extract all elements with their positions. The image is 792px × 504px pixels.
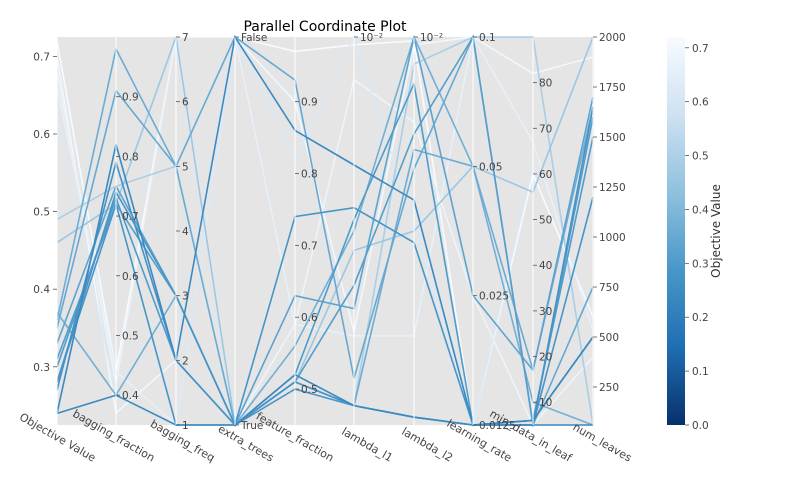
axis-tick-label: 0.025 bbox=[479, 291, 509, 303]
axis-tick-label: True bbox=[240, 420, 263, 432]
axis-tick-label: 1 bbox=[182, 420, 189, 432]
colorbar-label: Objective Value bbox=[709, 184, 723, 278]
axis-tick-label: 500 bbox=[599, 332, 619, 344]
axis-tick-label: 70 bbox=[539, 123, 552, 135]
axis-tick-label: 0.8 bbox=[301, 169, 318, 181]
axis-tick-label: 0.7 bbox=[33, 51, 50, 63]
colorbar-tick-label: 0.0 bbox=[692, 420, 709, 432]
colorbar-tick-label: 0.2 bbox=[692, 312, 709, 324]
axis-tick-label: 50 bbox=[539, 215, 552, 227]
axis-tick-label: 0.3 bbox=[33, 362, 50, 374]
axis-tick-label: 0.7 bbox=[122, 211, 139, 223]
axis-tick-label: 0.4 bbox=[33, 284, 50, 296]
axis-tick-label: 1250 bbox=[599, 182, 626, 194]
trial-line bbox=[56, 373, 593, 426]
axis-tick-label: 1750 bbox=[599, 82, 626, 94]
axis-tick-label: 0.6 bbox=[33, 129, 50, 141]
axis-tick-label: 40 bbox=[539, 260, 552, 272]
axis-tick-label: 10⁻² bbox=[360, 32, 383, 44]
axis-tick-label: 4 bbox=[182, 226, 189, 238]
axis-tick-label: 250 bbox=[599, 382, 619, 394]
axis-tick-label: 0.5 bbox=[33, 207, 50, 219]
axis-tick-label: 10 bbox=[539, 397, 552, 409]
trial-line bbox=[56, 36, 594, 428]
colorbar-tick-label: 0.1 bbox=[692, 366, 709, 378]
axis-tick-label: 0.1 bbox=[479, 32, 496, 44]
axis-tick-label: 750 bbox=[599, 282, 619, 294]
axis-tick-label: 5 bbox=[182, 161, 189, 173]
axis-tick-label: False bbox=[241, 32, 267, 44]
axis-tick-label: 0.4 bbox=[122, 390, 139, 402]
colorbar-ticks: 0.0 0.1 0.2 0.3 0.4 0.5 0.6 0.7 bbox=[685, 43, 709, 432]
axis-label: lambda_l1 bbox=[339, 425, 395, 465]
axis-tick-label: 1500 bbox=[599, 132, 626, 144]
axis-tick-label: 0.6 bbox=[122, 271, 139, 283]
trial-lines bbox=[56, 34, 594, 429]
colorbar-tick-label: 0.5 bbox=[692, 151, 709, 163]
colorbar: 0.0 0.1 0.2 0.3 0.4 0.5 0.6 0.7 Objective Value bbox=[667, 37, 723, 432]
axis-label: num_leaves bbox=[571, 420, 635, 464]
trial-line bbox=[56, 36, 594, 426]
trial-line bbox=[56, 36, 594, 427]
axis-tick-label: 10⁻² bbox=[420, 32, 443, 44]
axis-tick-label: 80 bbox=[539, 78, 552, 90]
axis-tick-label: 20 bbox=[539, 352, 552, 364]
trial-line bbox=[56, 34, 594, 427]
axis-tick-label: 2000 bbox=[599, 32, 626, 44]
axis-tick-label: 7 bbox=[182, 32, 189, 44]
colorbar-tick-label: 0.6 bbox=[692, 97, 709, 109]
trial-line bbox=[56, 34, 594, 427]
axis-tick-label: 0.05 bbox=[479, 161, 502, 173]
axis-tick-label: 0.5 bbox=[301, 384, 318, 396]
axis-tick-label: 3 bbox=[182, 291, 189, 303]
colorbar-gradient bbox=[667, 37, 685, 425]
chart-title: Parallel Coordinate Plot bbox=[243, 19, 407, 35]
axis-tick-label: 1000 bbox=[599, 232, 626, 244]
axis-tick-label: 0.0125 bbox=[479, 420, 516, 432]
axis-tick-label: 0.8 bbox=[122, 151, 139, 163]
colorbar-tick-label: 0.4 bbox=[692, 204, 709, 216]
axis-tick-label: 0.9 bbox=[122, 92, 139, 104]
axis-tick-label: 2 bbox=[182, 355, 189, 367]
axis-tick-label: 0.9 bbox=[301, 97, 318, 109]
axis-label: lambda_l2 bbox=[399, 425, 455, 465]
axis-tick-label: 60 bbox=[539, 169, 552, 181]
axis-tick-label: 30 bbox=[539, 306, 552, 318]
axis-tick-label: 6 bbox=[182, 97, 189, 109]
colorbar-tick-label: 0.3 bbox=[692, 258, 709, 270]
trial-line bbox=[56, 35, 594, 415]
axis-tick-label: 0.6 bbox=[301, 312, 318, 324]
colorbar-tick-label: 0.7 bbox=[692, 43, 709, 55]
axis-tick-label: 0.7 bbox=[301, 240, 318, 252]
trial-line bbox=[56, 36, 594, 427]
trial-line bbox=[56, 34, 594, 426]
axis-tick-label: 0.5 bbox=[122, 330, 139, 342]
